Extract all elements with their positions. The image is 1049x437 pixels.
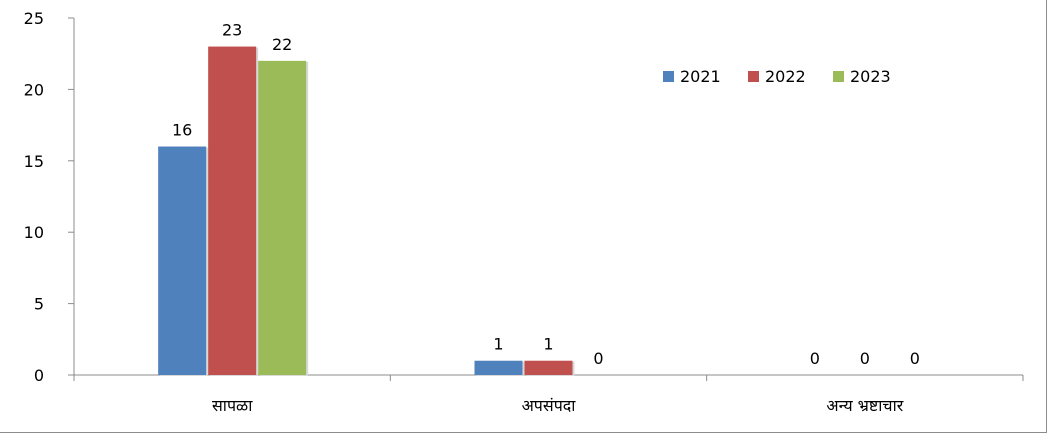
legend-swatch-2022 (748, 71, 759, 82)
y-tick-label: 25 (24, 9, 44, 28)
legend-swatch-2021 (663, 71, 674, 82)
y-tick-label: 10 (24, 223, 44, 242)
bar-2021 (158, 146, 207, 375)
data-label: 1 (493, 335, 503, 354)
bar-2022 (208, 46, 257, 376)
data-label: 0 (910, 349, 920, 368)
y-tick-label: 20 (24, 80, 44, 99)
legend-label-2021: 2021 (680, 67, 721, 86)
legend-label-2023: 2023 (850, 67, 891, 86)
bar-2023 (258, 60, 307, 376)
data-label: 0 (860, 349, 870, 368)
bars (158, 46, 575, 377)
x-category-label: सापळा (212, 396, 253, 415)
bar-2022 (524, 360, 573, 375)
data-label: 0 (810, 349, 820, 368)
x-category-label: अपसंपदा (522, 396, 577, 415)
bar-2021 (474, 360, 523, 375)
legend-label-2022: 2022 (765, 67, 806, 86)
y-tick-label: 5 (34, 295, 44, 314)
data-label: 16 (172, 121, 192, 140)
data-label: 0 (593, 349, 603, 368)
legend-swatch-2023 (833, 71, 844, 82)
x-axis: सापळा अपसंपदा अन्य भ्रष्टाचार (73, 374, 1024, 415)
y-tick-label: 15 (24, 152, 44, 171)
x-category-label: अन्य भ्रष्टाचार (826, 396, 903, 415)
y-axis: 0 5 10 15 20 25 (24, 9, 75, 385)
y-tick-label: 0 (34, 366, 44, 385)
data-label: 1 (543, 335, 553, 354)
data-label: 22 (272, 35, 292, 54)
legend: 2021 2022 2023 (663, 67, 891, 86)
data-label: 23 (222, 21, 242, 40)
